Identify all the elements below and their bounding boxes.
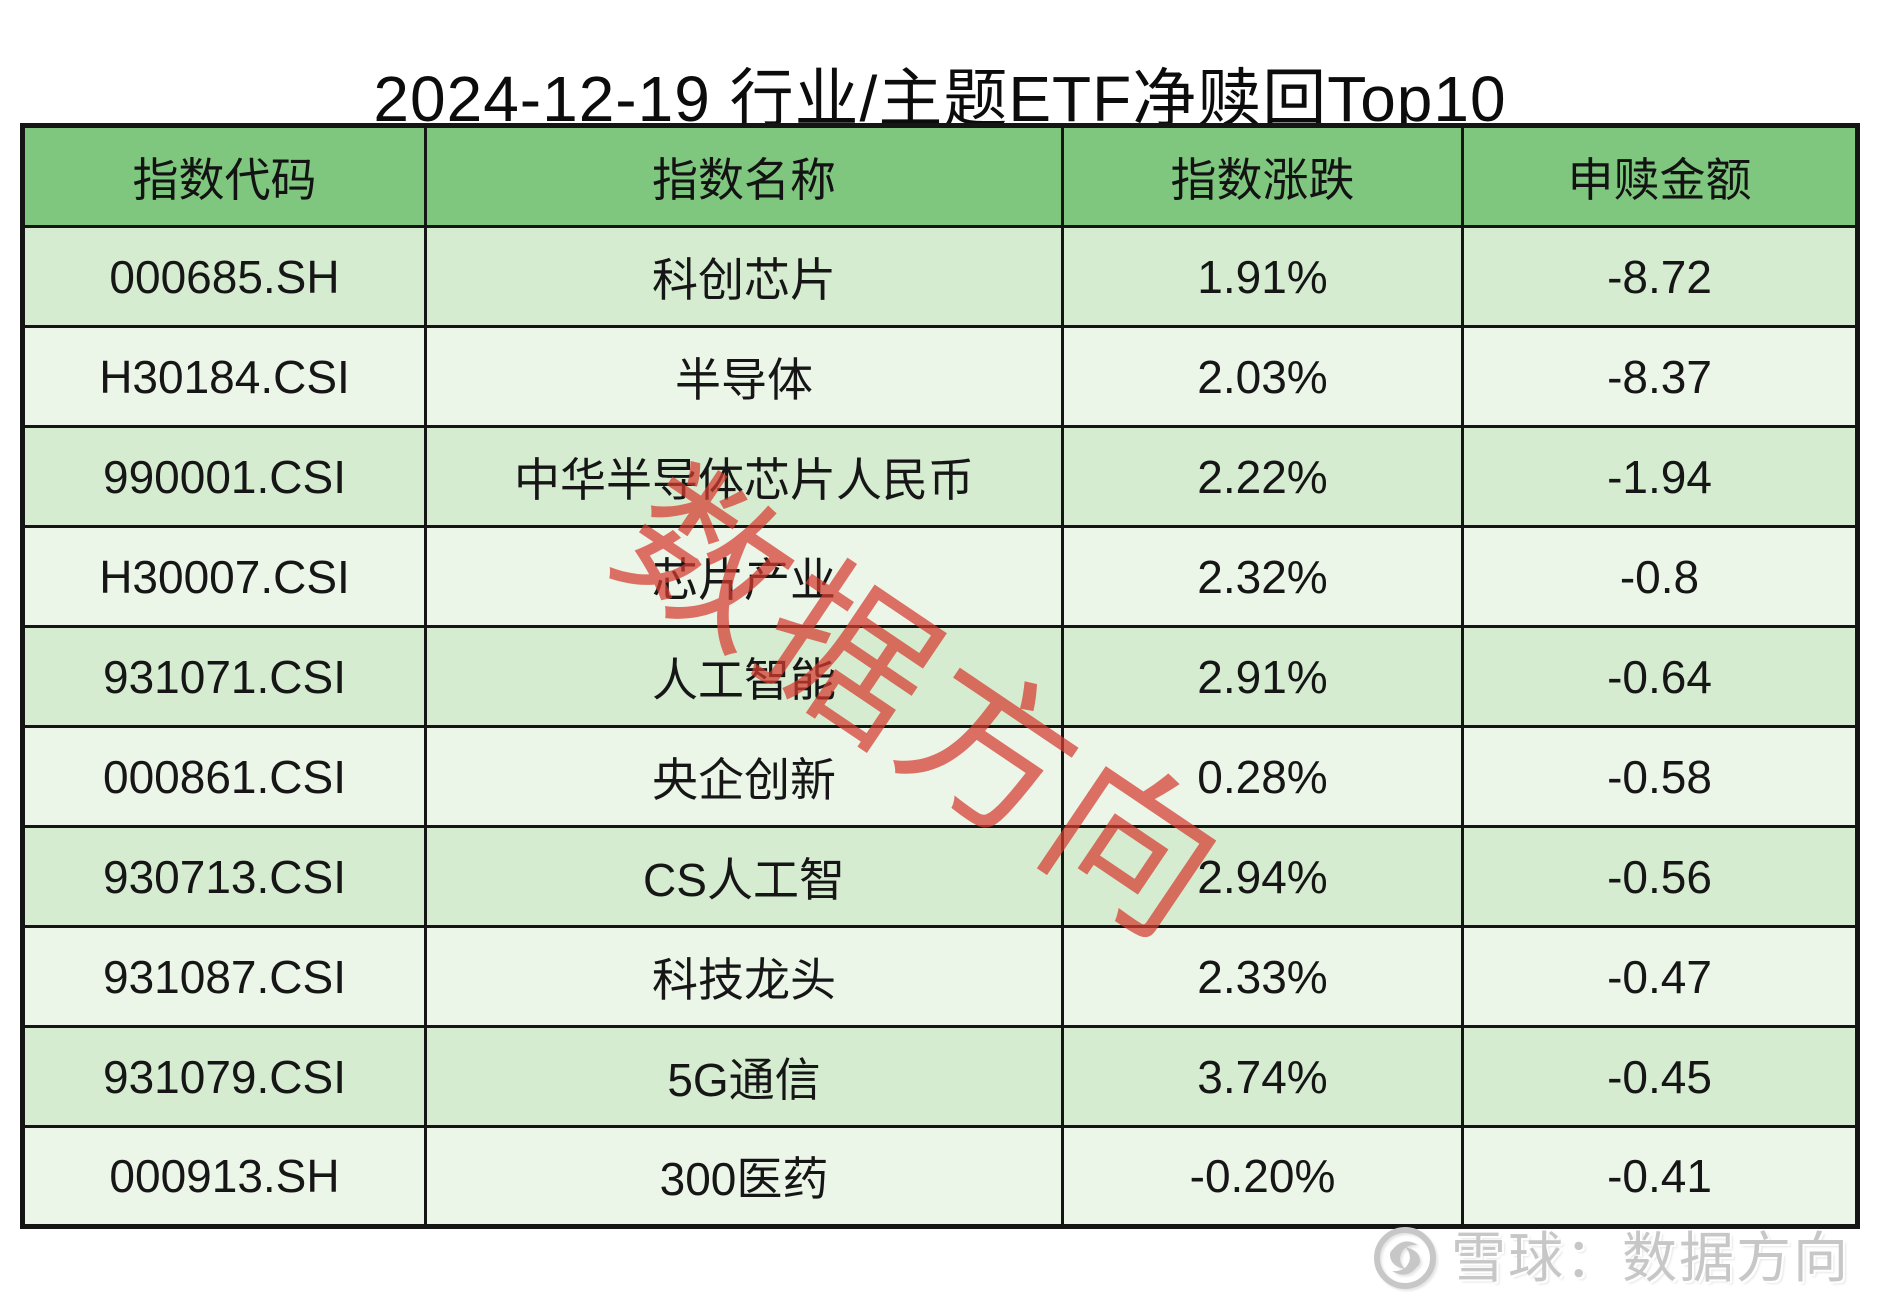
cell-index-name: 人工智能 [424, 625, 1064, 728]
cell-flow-amount: -0.41 [1461, 1125, 1859, 1228]
cell-index-code: 000685.SH [21, 225, 427, 328]
cell-index-change: 2.32% [1061, 525, 1464, 628]
cell-flow-amount: -0.45 [1461, 1025, 1859, 1128]
cell-flow-amount: -0.58 [1461, 725, 1859, 828]
cell-index-change: 2.22% [1061, 425, 1464, 528]
cell-flow-amount: -0.47 [1461, 925, 1859, 1028]
cell-index-code: 990001.CSI [21, 425, 427, 528]
footer-brand: 雪球：数据方向 [1373, 1226, 1850, 1290]
column-header-index-name: 指数名称 [424, 124, 1064, 228]
cell-index-code: 000913.SH [21, 1125, 427, 1228]
column-header-index-code: 指数代码 [21, 124, 427, 228]
footer-brand-text: 雪球：数据方向 [1450, 1227, 1850, 1289]
cell-flow-amount: -8.37 [1461, 325, 1859, 428]
table-row: 990001.CSI 中华半导体芯片人民币 2.22% -1.94 [21, 425, 1859, 528]
cell-index-code: H30007.CSI [21, 525, 427, 628]
cell-index-change: 2.94% [1061, 825, 1464, 928]
header-row: 指数代码 指数名称 指数涨跌 申赎金额 [21, 124, 1859, 228]
table-row: 931079.CSI 5G通信 3.74% -0.45 [21, 1025, 1859, 1128]
etf-redemption-table: 指数代码 指数名称 指数涨跌 申赎金额 000685.SH 科创芯片 1.91%… [20, 123, 1860, 1229]
table-row: H30007.CSI 芯片产业 2.32% -0.8 [21, 525, 1859, 628]
table-row: 931087.CSI 科技龙头 2.33% -0.47 [21, 925, 1859, 1028]
cell-index-change: 2.33% [1061, 925, 1464, 1028]
column-header-flow-amount: 申赎金额 [1461, 124, 1859, 228]
cell-index-change: 1.91% [1061, 225, 1464, 328]
cell-index-name: 半导体 [424, 325, 1064, 428]
cell-flow-amount: -0.64 [1461, 625, 1859, 728]
cell-index-name: 央企创新 [424, 725, 1064, 828]
table-row: 931071.CSI 人工智能 2.91% -0.64 [21, 625, 1859, 728]
cell-index-name: 300医药 [424, 1125, 1064, 1228]
cell-index-change: 3.74% [1061, 1025, 1464, 1128]
cell-index-code: H30184.CSI [21, 325, 427, 428]
cell-flow-amount: -0.8 [1461, 525, 1859, 628]
xueqiu-snowball-icon [1373, 1226, 1437, 1290]
cell-index-code: 931071.CSI [21, 625, 427, 728]
cell-index-code: 931087.CSI [21, 925, 427, 1028]
cell-index-change: 0.28% [1061, 725, 1464, 828]
column-header-index-change: 指数涨跌 [1061, 124, 1464, 228]
page-title: 2024-12-19 行业/主题ETF净赎回Top10 [373, 62, 1507, 135]
cell-index-name: CS人工智 [424, 825, 1064, 928]
table-row: H30184.CSI 半导体 2.03% -8.37 [21, 325, 1859, 428]
cell-index-code: 931079.CSI [21, 1025, 427, 1128]
cell-index-code: 930713.CSI [21, 825, 427, 928]
cell-index-name: 5G通信 [424, 1025, 1064, 1128]
table-row: 000685.SH 科创芯片 1.91% -8.72 [21, 225, 1859, 328]
cell-index-change: -0.20% [1061, 1125, 1464, 1228]
cell-index-name: 中华半导体芯片人民币 [424, 425, 1064, 528]
cell-flow-amount: -8.72 [1461, 225, 1859, 328]
cell-index-name: 芯片产业 [424, 525, 1064, 628]
cell-index-name: 科创芯片 [424, 225, 1064, 328]
cell-flow-amount: -1.94 [1461, 425, 1859, 528]
table-row: 000861.CSI 央企创新 0.28% -0.58 [21, 725, 1859, 828]
cell-index-change: 2.91% [1061, 625, 1464, 728]
table-row: 000913.SH 300医药 -0.20% -0.41 [21, 1125, 1859, 1228]
cell-index-code: 000861.CSI [21, 725, 427, 828]
cell-index-change: 2.03% [1061, 325, 1464, 428]
cell-index-name: 科技龙头 [424, 925, 1064, 1028]
cell-flow-amount: -0.56 [1461, 825, 1859, 928]
table-row: 930713.CSI CS人工智 2.94% -0.56 [21, 825, 1859, 928]
